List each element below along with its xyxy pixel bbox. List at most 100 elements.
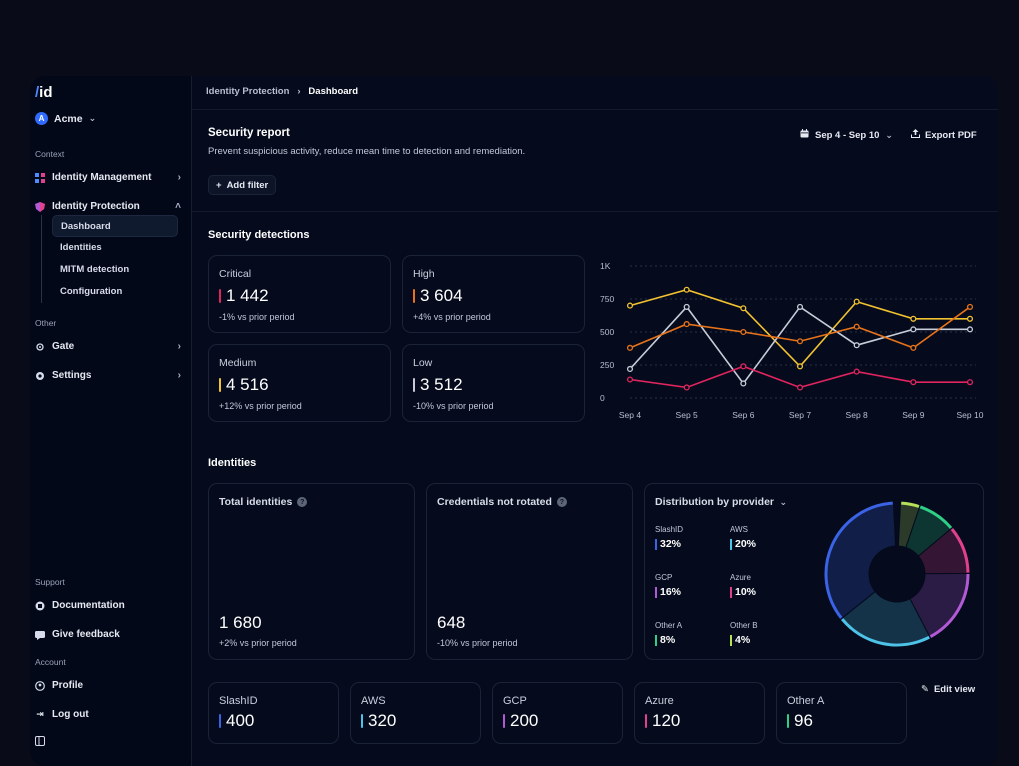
provider-pct-text: 10% [735,586,757,598]
donut-arc-azure [950,528,970,573]
provider-pct-text: 8% [660,634,676,646]
export-pdf-button[interactable]: Export PDF [911,129,977,141]
x-tick-label: Sep 10 [957,410,984,420]
x-tick-label: Sep 8 [846,410,868,420]
add-filter-button[interactable]: + Add filter [208,175,277,195]
chevron-right-icon: › [177,341,181,352]
data-point-critical [796,384,804,391]
calendar-icon [800,129,809,141]
sidebar-item-profile[interactable]: Profile [35,680,181,691]
chevron-right-icon: › [292,86,306,97]
data-point-low [626,365,634,373]
card-label: GCP [503,695,527,707]
provider-pct: 20% [730,538,756,550]
detection-card-high[interactable]: High 3 604 +4% vs prior period [402,255,585,333]
sidebar-collapse-button[interactable] [35,736,181,746]
provider-pct: 10% [730,586,756,598]
sidebar-item-gate[interactable]: Gate › [35,341,181,352]
donut-arc-other-a [919,505,953,529]
sidebar-item-identity-management[interactable]: Identity Management › [35,172,181,183]
card-label: SlashID [219,695,258,707]
total-identities-label: Total identities [219,496,293,508]
card-value: 400 [219,711,254,731]
provider-name: Other B [730,621,758,630]
credentials-not-rotated-card[interactable]: Credentials not rotated? 648 -10% vs pri… [426,483,633,660]
other-label: Other [35,318,57,328]
card-value-text: 200 [510,711,539,730]
provider-aws: AWS 20% [730,525,756,550]
provider-slashid: SlashID 32% [655,525,683,550]
card-label: Credentials not rotated? [437,496,567,508]
edit-view-button[interactable]: ✎ Edit view [921,684,975,695]
card-value: 200 [503,711,538,731]
detections-line-chart: 0 250 500 750 1K Sep 4 Sep 5 Sep 6 Sep 7 Sep 8 Sep… [600,256,990,426]
sidebar-item-documentation[interactable]: Documentation [35,600,181,611]
date-range-value: Sep 4 - Sep 10 [815,129,880,141]
edit-view-label: Edit view [933,684,976,695]
provider-card-gcp[interactable]: GCP 200 [492,682,623,744]
header-divider [192,109,998,110]
total-identities-card[interactable]: Total identities? 1 680 +2% vs prior per… [208,483,415,660]
data-point-medium [740,305,747,312]
card-value: 120 [645,711,680,731]
provider-pct: 32% [655,538,683,550]
provider-card-aws[interactable]: AWS 320 [350,682,481,744]
help-icon[interactable]: ? [556,497,567,508]
provider-card-slashid[interactable]: SlashID 400 [208,682,339,744]
sidebar-item-label: Identity Management [52,172,152,183]
breadcrumb-parent[interactable]: Identity Protection [206,86,290,97]
data-point-medium [683,286,690,293]
provider-pct: 16% [655,586,681,598]
data-point-critical [683,384,690,391]
card-value-text: 3 604 [420,286,463,305]
provider-bar [361,714,363,728]
card-change: +12% vs prior period [219,401,302,411]
provider-card-other-a[interactable]: Other A 96 [776,682,907,744]
sidebar-item-feedback[interactable]: Give feedback [35,629,181,640]
data-point-critical [910,379,917,386]
context-label: Context [35,149,65,159]
distribution-card[interactable]: Distribution by provider ⌄ SlashID 32% AW… [644,483,984,660]
chevron-right-icon: › [177,370,181,381]
series-line-critical [629,365,970,389]
sidebar-item-mitm-detection[interactable]: MITM detection [60,264,130,275]
breadcrumb: Identity Protection › Dashboard [206,86,358,97]
provider-donut-chart [824,501,970,647]
pencil-icon: ✎ [921,684,929,695]
provider-card-azure[interactable]: Azure 120 [634,682,765,744]
breadcrumb-current: Dashboard [308,86,359,97]
data-point-high [853,323,860,330]
sidebar-item-configuration[interactable]: Configuration [60,286,123,297]
sidebar-item-label: Give feedback [52,629,120,640]
card-value: 1 442 [219,286,269,306]
detection-card-medium[interactable]: Medium 4 516 +12% vs prior period [208,344,391,422]
detection-card-low[interactable]: Low 3 512 -10% vs prior period [402,344,585,422]
gate-icon [35,342,45,352]
sidebar-item-settings[interactable]: Settings › [35,370,181,381]
card-label: Medium [219,357,257,369]
date-range-picker[interactable]: Sep 4 - Sep 10 ⌄ [800,129,893,141]
sidebar-item-logout[interactable]: ⇥ Log out [35,709,181,720]
data-point-critical [966,379,974,386]
data-point-high [796,338,804,345]
chevron-down-icon: ⌄ [776,497,787,507]
detection-card-critical[interactable]: Critical 1 442 -1% vs prior period [208,255,391,333]
provider-bar [730,634,732,646]
y-tick-label: 500 [600,327,614,337]
org-switcher[interactable]: A Acme ⌄ [35,112,96,125]
sidebar-item-identities[interactable]: Identities [60,242,102,253]
help-icon[interactable]: ? [297,497,308,508]
x-tick-label: Sep 5 [676,410,698,420]
sidebar-item-identity-protection[interactable]: Identity Protection ˄ [35,201,181,212]
provider-pct: 8% [655,634,682,646]
logo[interactable]: /id [35,84,53,101]
chevron-right-icon: › [177,172,181,183]
account-label: Account [35,657,66,667]
provider-other-b: Other B 4% [730,621,758,646]
card-label: High [413,268,435,280]
provider-pct-text: 20% [735,538,757,550]
distribution-dropdown[interactable]: Distribution by provider ⌄ [655,496,787,508]
card-value-text: 1 442 [226,286,269,305]
sidebar-item-dashboard[interactable]: Dashboard [52,215,178,237]
provider-bar [219,714,221,728]
